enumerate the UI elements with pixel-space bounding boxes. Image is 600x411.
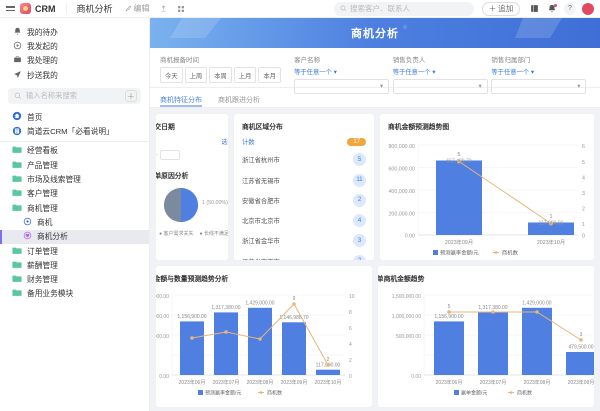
svg-text:0.00: 0.00 xyxy=(411,374,421,380)
svg-text:2023年10月: 2023年10月 xyxy=(537,238,565,246)
svg-text:1,429,000.00: 1,429,000.00 xyxy=(522,301,551,307)
svg-text:商机数: 商机数 xyxy=(502,249,519,256)
svg-text:6: 6 xyxy=(349,326,352,332)
svg-text:1,500,000.00: 1,500,000.00 xyxy=(156,294,169,300)
svg-text:赢单金额/元: 赢单金额/元 xyxy=(461,390,487,397)
svg-text:500,000.00: 500,000.00 xyxy=(396,334,421,340)
svg-text:2023年09月: 2023年09月 xyxy=(445,238,473,246)
svg-text:479,500.00: 479,500.00 xyxy=(568,345,593,351)
svg-text:0: 0 xyxy=(582,234,585,240)
svg-text:2023年09月: 2023年09月 xyxy=(568,379,594,386)
svg-text:667,480.70: 667,480.70 xyxy=(446,159,471,165)
svg-text:400,000.00: 400,000.00 xyxy=(388,189,415,195)
svg-text:4: 4 xyxy=(582,176,585,182)
svg-text:2023年07月: 2023年07月 xyxy=(480,379,507,386)
svg-text:预测赢率金额/元: 预测赢率金额/元 xyxy=(205,390,241,397)
svg-text:2023年08月: 2023年08月 xyxy=(247,379,274,386)
svg-text:商机数: 商机数 xyxy=(267,390,282,397)
svg-text:1,156,900.00: 1,156,900.00 xyxy=(177,314,206,320)
svg-text:1,000,000.00: 1,000,000.00 xyxy=(156,314,169,320)
svg-text:3: 3 xyxy=(582,191,585,197)
svg-text:2023年08月: 2023年08月 xyxy=(524,379,551,386)
svg-text:2023年06月: 2023年06月 xyxy=(436,379,463,386)
svg-text:1,000,000.00: 1,000,000.00 xyxy=(392,314,421,320)
svg-text:5: 5 xyxy=(582,160,585,166)
svg-text:2023年06月: 2023年06月 xyxy=(179,379,206,386)
svg-text:1,429,000.00: 1,429,000.00 xyxy=(245,301,274,307)
svg-text:5: 5 xyxy=(458,152,461,158)
svg-text:1,317,380.00: 1,317,380.00 xyxy=(211,305,240,311)
svg-text:500,000.00: 500,000.00 xyxy=(156,334,169,340)
svg-text:商机数: 商机数 xyxy=(517,390,532,397)
svg-text:117,000.00: 117,000.00 xyxy=(539,221,564,227)
svg-text:9: 9 xyxy=(293,296,296,302)
svg-text:1,146,988.70: 1,146,988.70 xyxy=(279,315,308,321)
svg-text:0: 0 xyxy=(349,374,352,380)
svg-text:6: 6 xyxy=(582,144,585,150)
svg-text:1: 1 xyxy=(550,214,553,220)
svg-text:1,317,380.00: 1,317,380.00 xyxy=(478,305,507,311)
svg-text:2: 2 xyxy=(327,357,330,363)
svg-text:2: 2 xyxy=(349,358,352,364)
svg-text:600,000.00: 600,000.00 xyxy=(388,167,415,173)
svg-text:2: 2 xyxy=(582,207,585,213)
svg-text:1: 1 xyxy=(582,222,585,228)
svg-text:8: 8 xyxy=(349,310,352,316)
svg-text:4: 4 xyxy=(349,342,352,348)
svg-text:800,000.00: 800,000.00 xyxy=(388,144,415,150)
svg-text:3: 3 xyxy=(580,332,583,338)
svg-text:5: 5 xyxy=(448,304,451,310)
svg-text:0.00: 0.00 xyxy=(159,374,169,380)
svg-text:1,500,000.00: 1,500,000.00 xyxy=(392,294,421,300)
svg-text:10: 10 xyxy=(349,294,355,300)
svg-text:1,156,900.00: 1,156,900.00 xyxy=(434,314,463,320)
svg-text:2023年07月: 2023年07月 xyxy=(213,379,240,386)
svg-text:预测赢率金额/元: 预测赢率金额/元 xyxy=(440,249,479,256)
svg-text:200,000.00: 200,000.00 xyxy=(388,212,415,218)
svg-text:2023年09月: 2023年09月 xyxy=(281,379,308,386)
svg-text:2023年10月: 2023年10月 xyxy=(315,379,342,386)
svg-text:0.00: 0.00 xyxy=(405,234,415,240)
